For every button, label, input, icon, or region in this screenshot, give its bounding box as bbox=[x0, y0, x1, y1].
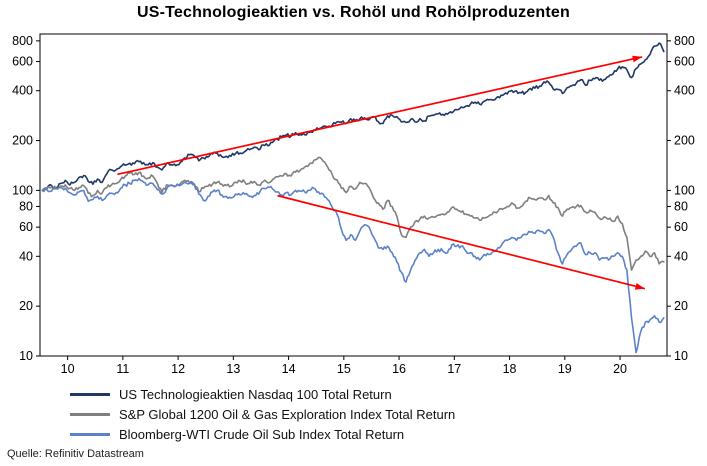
svg-text:60: 60 bbox=[19, 220, 33, 234]
svg-text:14: 14 bbox=[282, 362, 296, 376]
svg-text:80: 80 bbox=[674, 199, 688, 213]
legend-item-oilgas: S&P Global 1200 Oil & Gas Exploration In… bbox=[70, 404, 455, 424]
source-note: Quelle: Refinitiv Datastream bbox=[7, 448, 144, 460]
svg-text:20: 20 bbox=[674, 299, 688, 313]
legend-swatch-wti-icon bbox=[70, 432, 110, 436]
svg-text:40: 40 bbox=[19, 249, 33, 263]
svg-text:11: 11 bbox=[116, 362, 129, 376]
svg-text:15: 15 bbox=[337, 362, 351, 376]
svg-text:100: 100 bbox=[674, 183, 695, 197]
svg-text:19: 19 bbox=[558, 362, 572, 376]
legend: US Technologieaktien Nasdaq 100 Total Re… bbox=[70, 384, 455, 444]
svg-text:20: 20 bbox=[19, 299, 33, 313]
chart-title: US-Technologieaktien vs. Rohöl und Rohöl… bbox=[136, 4, 570, 21]
legend-label-nasdaq: US Technologieaktien Nasdaq 100 Total Re… bbox=[119, 386, 392, 402]
legend-item-wti: Bloomberg-WTI Crude Oil Sub Index Total … bbox=[70, 424, 455, 444]
svg-text:40: 40 bbox=[674, 249, 688, 263]
svg-text:12: 12 bbox=[171, 362, 185, 376]
svg-text:200: 200 bbox=[674, 134, 695, 148]
svg-text:400: 400 bbox=[12, 84, 33, 98]
svg-text:60: 60 bbox=[674, 220, 688, 234]
plot-svg: 10 10 20 20 40 40 60 60 80 80 100 100 200 200 400 400 60… bbox=[12, 33, 695, 376]
legend-swatch-nasdaq-icon bbox=[70, 392, 110, 396]
svg-text:600: 600 bbox=[674, 55, 695, 69]
svg-text:80: 80 bbox=[19, 199, 33, 213]
svg-text:800: 800 bbox=[12, 34, 33, 48]
svg-text:17: 17 bbox=[447, 362, 461, 376]
legend-item-nasdaq: US Technologieaktien Nasdaq 100 Total Re… bbox=[70, 384, 455, 404]
svg-text:10: 10 bbox=[674, 349, 688, 363]
legend-label-wti: Bloomberg-WTI Crude Oil Sub Index Total … bbox=[119, 426, 405, 442]
svg-text:800: 800 bbox=[674, 34, 695, 48]
svg-text:10: 10 bbox=[61, 362, 75, 376]
svg-text:18: 18 bbox=[503, 362, 517, 376]
svg-text:10: 10 bbox=[19, 349, 33, 363]
svg-text:16: 16 bbox=[392, 362, 406, 376]
svg-text:600: 600 bbox=[12, 55, 33, 69]
svg-text:13: 13 bbox=[226, 362, 240, 376]
legend-label-oilgas: S&P Global 1200 Oil & Gas Exploration In… bbox=[119, 406, 456, 422]
svg-text:100: 100 bbox=[12, 183, 33, 197]
svg-text:400: 400 bbox=[674, 84, 695, 98]
legend-swatch-oilgas-icon bbox=[70, 412, 110, 416]
svg-text:200: 200 bbox=[12, 134, 33, 148]
svg-text:20: 20 bbox=[613, 362, 627, 376]
